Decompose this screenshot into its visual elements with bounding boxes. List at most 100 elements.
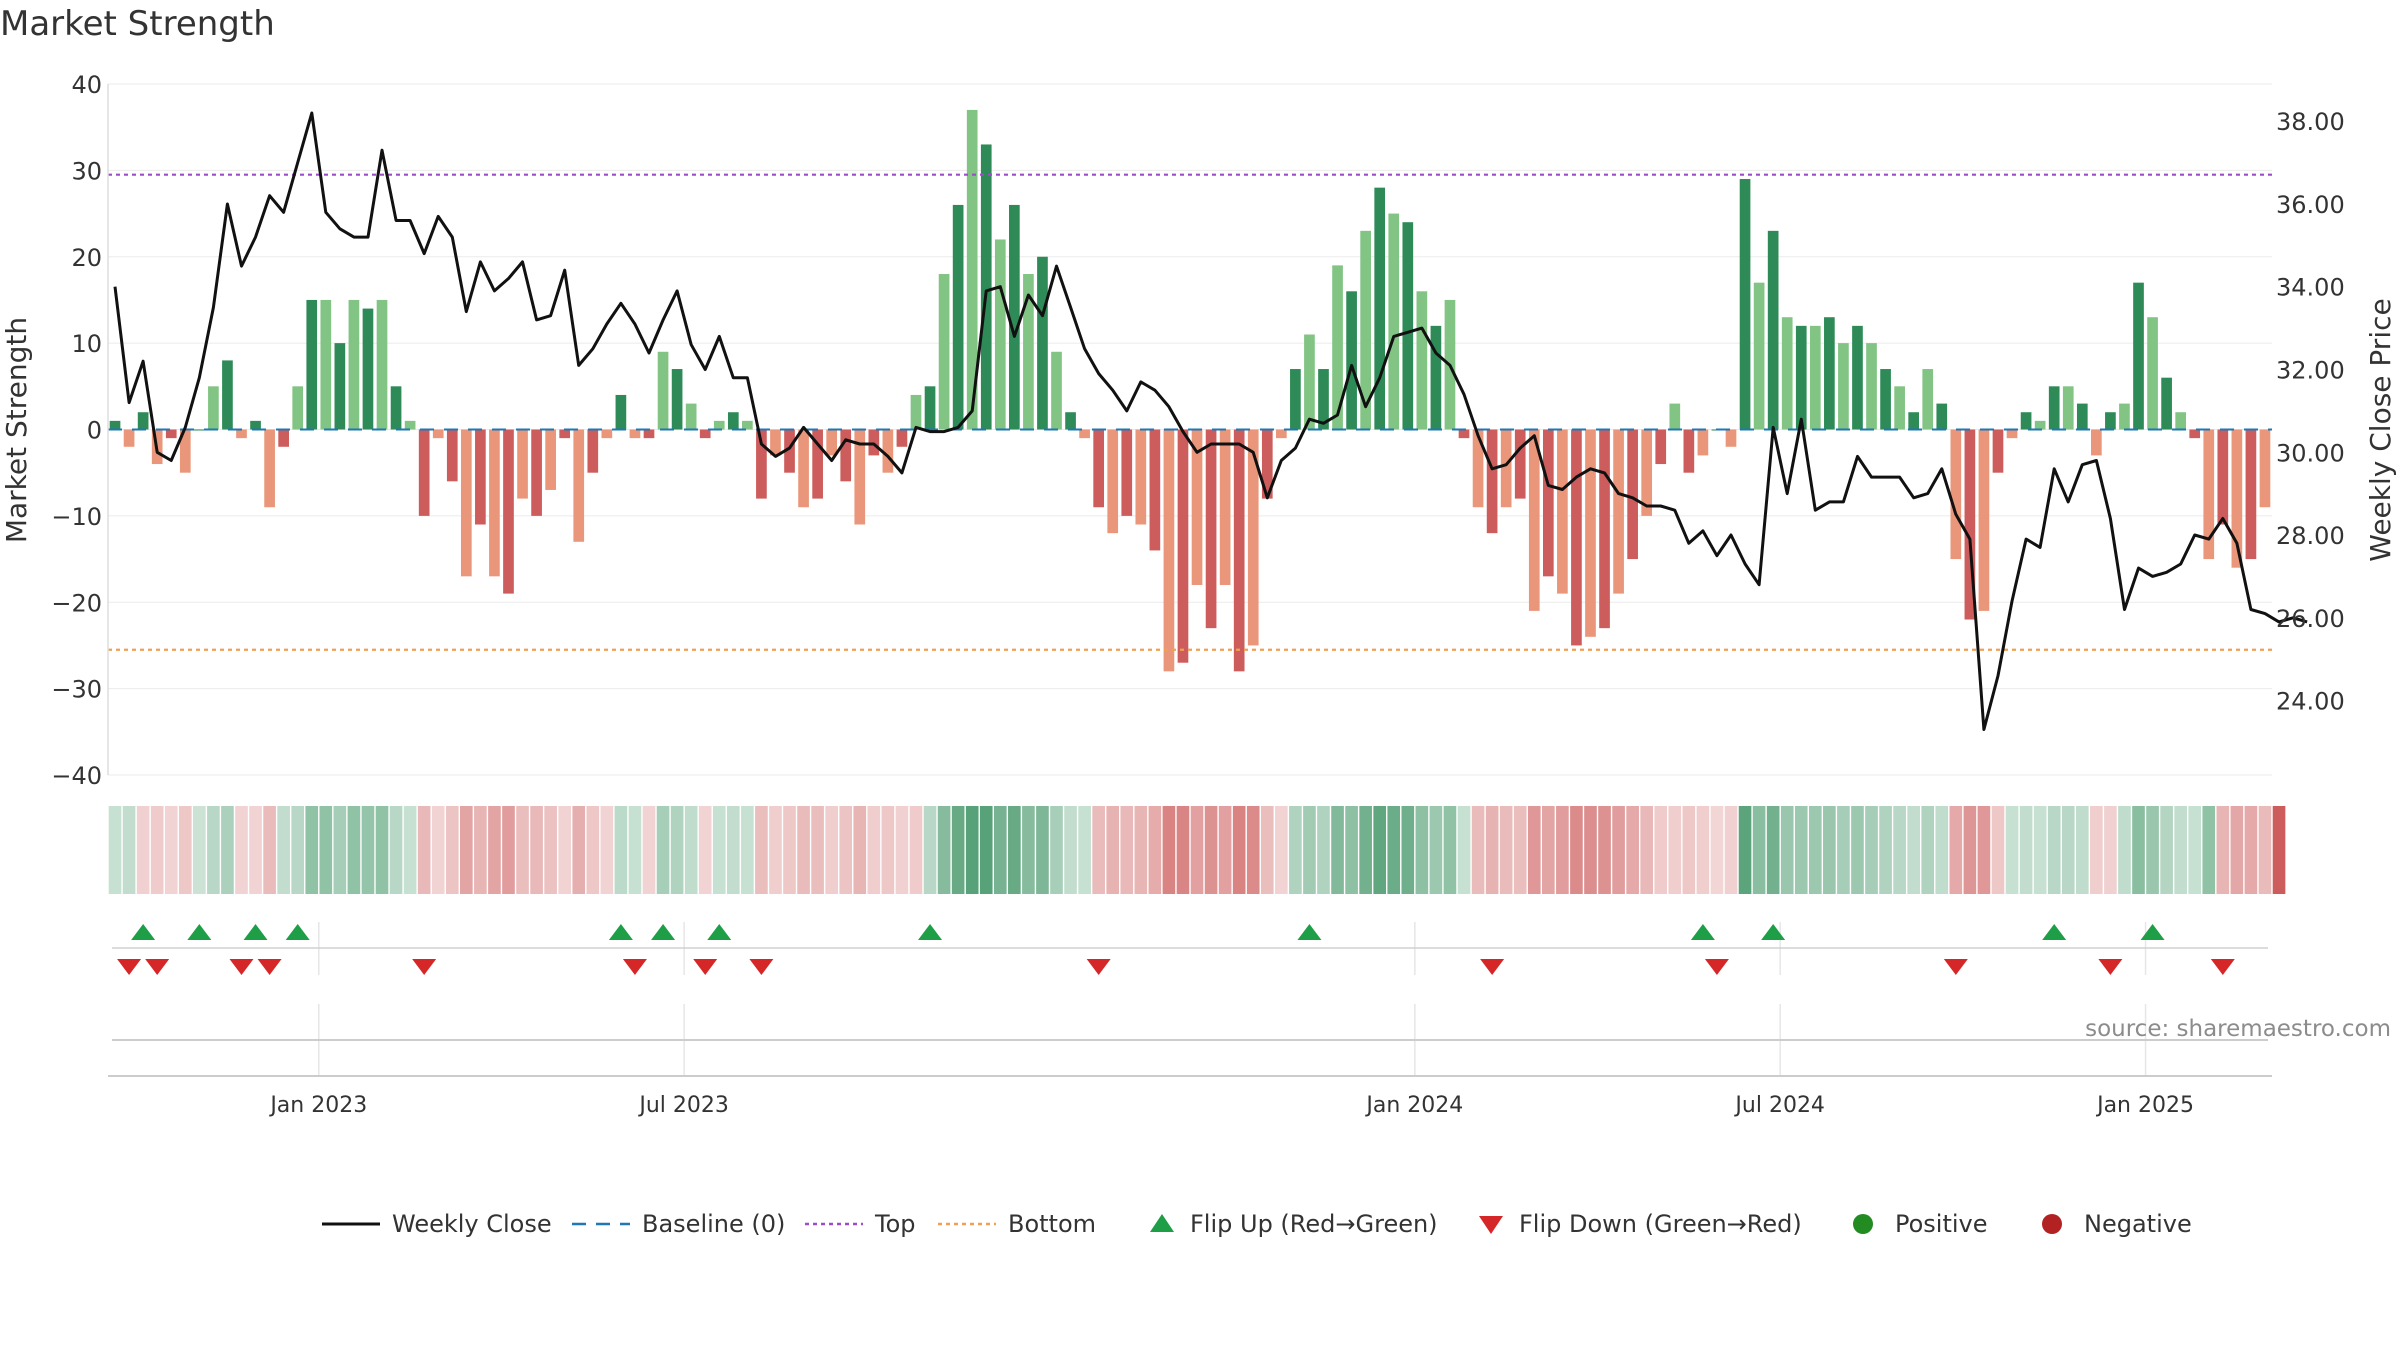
regime-cell [1204,806,1218,894]
strength-bar [1697,429,1709,456]
strength-bar [334,343,346,430]
y-tick-label: 0 [87,417,102,445]
flip-down-marker [145,959,170,975]
strength-bar [475,429,486,525]
regime-cell [1612,806,1625,894]
strength-bar [910,394,922,430]
regime-cell [2202,806,2216,894]
strength-bars [109,109,2271,672]
regime-cell [1724,806,1738,894]
strength-bar [1079,429,1090,439]
y-tick-label: 20 [71,244,102,272]
flip-down-marker [412,959,437,975]
regime-cell [1710,806,1724,894]
strength-bar [517,429,528,499]
regime-cell [207,806,220,894]
regime-cell [333,806,347,894]
regime-cell [1542,806,1555,894]
legend-label: Top [874,1210,916,1238]
regime-cell [1008,806,1021,894]
regime-cell [319,806,333,894]
regime-cell [1022,806,1035,894]
regime-cell [2033,806,2047,894]
strength-bar [1542,429,1554,577]
strength-bar [545,429,556,490]
regime-cell [1808,806,1822,894]
regime-cell [2244,806,2258,894]
regime-cell [839,806,853,894]
regime-cell [726,806,740,894]
strength-bar [615,394,627,430]
regime-cell [1780,806,1794,894]
y-tick-label: −10 [51,503,102,531]
strength-bar [713,420,725,430]
regime-cell [178,806,192,894]
regime-cell [488,806,501,894]
strength-bar [222,360,233,430]
strength-bar [2076,403,2088,430]
flip-up-marker [285,924,310,940]
strength-bar [1472,429,1484,508]
regime-cell [1570,806,1583,894]
legend-negative-swatch [2042,1214,2062,1234]
strength-bar [2020,412,2032,430]
strength-bar [1950,429,1962,560]
regime-cell [1120,806,1134,894]
strength-bar [278,429,289,447]
close-line-group [113,111,2308,731]
flip-down-marker [2098,959,2123,975]
y2-tick-label: 26.00 [2276,605,2345,633]
strength-bar [390,386,402,430]
strength-bar [2119,403,2130,430]
strength-bar [1177,429,1189,663]
strength-bar [1486,429,1498,534]
regime-cell [1893,806,1906,894]
y2-tick-label: 24.00 [2276,688,2345,716]
strength-bar [250,420,261,430]
regime-cell [1935,806,1949,894]
flip-up-marker [2140,924,2165,940]
flip-up-marker [243,924,268,940]
strength-bar [601,429,613,439]
regime-cell [811,806,824,894]
strength-bar [1416,291,1428,430]
regime-cell [1640,806,1654,894]
y-axis-label: Market Strength [0,317,33,543]
y-tick-label: 10 [71,330,102,358]
flip-down-marker [117,959,142,975]
regime-cell [769,806,782,894]
regime-cell [1949,806,1963,894]
regime-cell [263,806,276,894]
strength-bar [1922,369,1934,430]
regime-cell [2230,806,2244,894]
regime-cell [1499,806,1513,894]
strength-bar [1290,369,1301,430]
regime-cell [1064,806,1077,894]
strength-bar [854,429,866,525]
y2-tick-label: 28.00 [2276,522,2345,550]
strength-bar [924,386,936,430]
strength-bar [1627,429,1638,560]
regime-cell [2019,806,2033,894]
strength-bar [1571,429,1582,646]
regime-cell [2188,806,2202,894]
legend-label: Flip Down (Green→Red) [1519,1210,1802,1238]
strength-bar [1599,429,1610,629]
regime-cell [460,806,473,894]
strength-bar [559,429,571,439]
strength-bar [671,369,683,430]
regime-cell [586,806,600,894]
regime-cell [249,806,262,894]
strength-bar [1739,179,1751,430]
strength-bar [1795,325,1807,430]
strength-bar [2062,386,2074,430]
regime-cell [2047,806,2061,894]
regime-cell [474,806,487,894]
regime-cell [1851,806,1864,894]
strength-bar [1908,412,1920,430]
strength-bar [1205,429,1217,629]
strength-bar [1992,429,2004,473]
legend: Weekly Close Baseline (0) Top Bottom Flip Up… [322,1210,2192,1238]
regime-cell [923,806,937,894]
strength-bar [2034,420,2046,430]
